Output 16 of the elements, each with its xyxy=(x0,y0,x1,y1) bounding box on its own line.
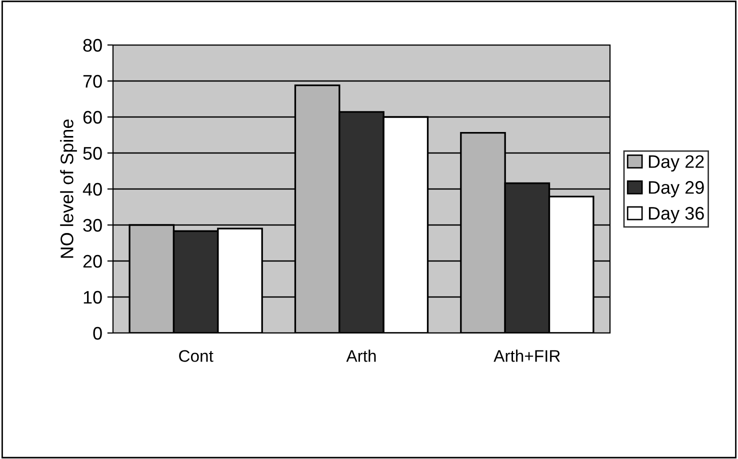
legend-label: Day 29 xyxy=(648,181,704,198)
legend-label: Day 36 xyxy=(648,206,704,224)
y-tick-label: 30 xyxy=(83,218,102,232)
y-axis-title: NO level of Spine xyxy=(60,120,77,258)
y-tick-label: 10 xyxy=(84,290,102,304)
y-tick-label: 20 xyxy=(83,254,102,268)
y-tick-label: 60 xyxy=(83,110,102,124)
y-tick-label: 0 xyxy=(93,326,102,340)
y-tick-label: 70 xyxy=(83,74,102,88)
x-tick-label: Cont xyxy=(179,350,214,362)
y-tick-label: 50 xyxy=(83,146,102,160)
x-tick-label: Arth xyxy=(346,350,376,362)
y-tick-label: 40 xyxy=(82,182,102,196)
y-tick-label: 80 xyxy=(83,38,102,52)
legend-label: Day 22 xyxy=(648,155,704,172)
x-tick-label: Arth+FIR xyxy=(494,350,560,362)
